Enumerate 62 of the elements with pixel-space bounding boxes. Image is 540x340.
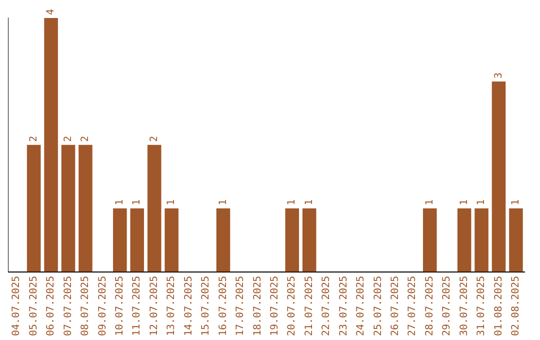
data-label: 2 [80, 136, 92, 142]
bar [130, 208, 144, 272]
bar [422, 208, 437, 272]
x-tick-label: 11.07.2025 [132, 276, 143, 336]
data-label: 1 [114, 199, 126, 206]
bar [216, 208, 230, 272]
bar [509, 208, 523, 272]
x-tick-label: 19.07.2025 [269, 276, 280, 336]
data-label: 1 [510, 199, 522, 206]
data-label: 2 [28, 136, 40, 142]
data-label: 1 [286, 199, 298, 206]
x-tick-label: 31.07.2025 [476, 276, 488, 336]
data-label: 1 [458, 199, 470, 206]
x-tick-label: 12.07.2025 [148, 276, 160, 336]
x-tick-label: 17.07.2025 [235, 276, 246, 336]
x-tick-label: 15.07.2025 [200, 276, 212, 336]
x-tick-label: 24.07.2025 [356, 276, 367, 336]
x-tick-label: 09.07.2025 [97, 276, 108, 336]
bar [302, 208, 316, 272]
x-tick-label: 21.07.2025 [304, 276, 315, 336]
x-tick-label: 20.07.2025 [286, 276, 298, 336]
x-tick-label: 26.07.2025 [390, 276, 402, 336]
x-tick-label: 08.07.2025 [80, 276, 92, 336]
x-tick-label: 28.07.2025 [424, 276, 436, 336]
bar [457, 208, 472, 272]
x-tick-label: 13.07.2025 [166, 276, 178, 336]
bar [474, 208, 488, 272]
x-tick-label: 30.07.2025 [458, 276, 470, 336]
x-tick-label: 22.07.2025 [321, 276, 332, 336]
data-label: 1 [166, 199, 178, 206]
bar [61, 144, 76, 272]
x-tick-label: 05.07.2025 [28, 276, 40, 336]
data-label: 4 [46, 8, 57, 15]
bar [147, 144, 162, 272]
x-tick-label: 25.07.2025 [372, 276, 384, 336]
x-tick-label: 04.07.2025 [11, 276, 22, 336]
bar [113, 208, 127, 272]
x-tick-label: 10.07.2025 [114, 276, 126, 336]
x-tick-label: 29.07.2025 [442, 276, 453, 336]
data-label: 3 [493, 72, 504, 78]
data-label: 1 [476, 199, 488, 206]
bar [26, 144, 41, 272]
x-tick-label: 14.07.2025 [183, 276, 194, 336]
data-label: 1 [218, 199, 229, 206]
data-label: 1 [304, 199, 315, 206]
bar [78, 144, 92, 272]
x-tick-label: 18.07.2025 [252, 276, 264, 336]
bar [492, 81, 506, 272]
x-tick-label: 02.08.2025 [510, 276, 522, 336]
x-tick-label: 07.07.2025 [62, 276, 74, 336]
data-label: 2 [62, 136, 74, 142]
data-label: 1 [424, 199, 436, 206]
x-tick-label: 06.07.2025 [46, 276, 57, 336]
bar [285, 208, 300, 272]
data-label: 1 [132, 199, 143, 206]
bar [164, 208, 178, 272]
bar [44, 18, 58, 272]
x-tick-label: 27.07.2025 [407, 276, 418, 336]
x-tick-label: 23.07.2025 [338, 276, 350, 336]
x-tick-label: 16.07.2025 [218, 276, 229, 336]
x-tick-label: 01.08.2025 [493, 276, 504, 336]
data-label: 2 [148, 136, 160, 142]
